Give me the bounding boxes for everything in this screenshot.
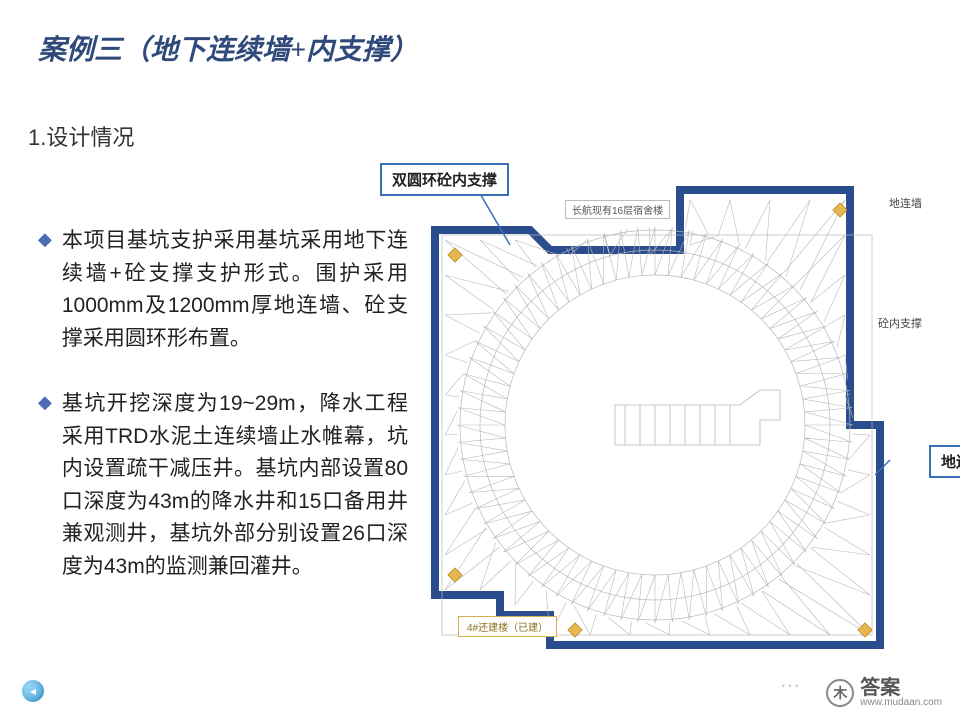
inner-building-label: 长航现有16层宿舍楼 (565, 200, 670, 219)
wechat-icon: ⋯ (780, 673, 800, 698)
page-title: 案例三（地下连续墙+内支撑） (38, 28, 418, 68)
side-label-2: 砼内支撑 (878, 315, 922, 331)
bullet-icon: ◆ (38, 229, 52, 250)
nav-back-button[interactable]: ◂ (22, 680, 44, 702)
bullet-item-2: ◆ 基坑开挖深度为19~29m，降水工程采用TRD水泥土连续墙止水帷幕，坑内设置… (38, 388, 408, 583)
bullet-text: 本项目基坑支护采用基坑采用地下连续墙+砼支撑支护形式。围护采用1000mm及12… (62, 225, 408, 355)
bullet-item-1: ◆ 本项目基坑支护采用基坑采用地下连续墙+砼支撑支护形式。围护采用1000mm及… (38, 225, 408, 355)
site-url: www.mudaan.com (860, 698, 942, 708)
section-heading: 1.设计情况 (28, 120, 134, 152)
bullet-text: 基坑开挖深度为19~29m，降水工程采用TRD水泥土连续墙止水帷幕，坑内设置疏干… (62, 388, 408, 583)
site-name: 答案 (860, 678, 942, 698)
side-label-1: 地连墙 (889, 195, 922, 211)
site-branding: 木 答案 www.mudaan.com (826, 678, 942, 708)
site-logo-icon: 木 (826, 679, 854, 707)
plan-svg (420, 175, 950, 675)
plan-diagram: 双圆环砼内支撑 地连墙 地连墙 砼内支撑 长航现有16层宿舍楼 4#还建楼（已建… (420, 175, 950, 675)
bottom-building-label: 4#还建楼（已建） (458, 616, 557, 637)
callout-right: 地连墙 (929, 445, 960, 478)
callout-top: 双圆环砼内支撑 (380, 163, 509, 196)
bullet-icon: ◆ (38, 392, 52, 413)
